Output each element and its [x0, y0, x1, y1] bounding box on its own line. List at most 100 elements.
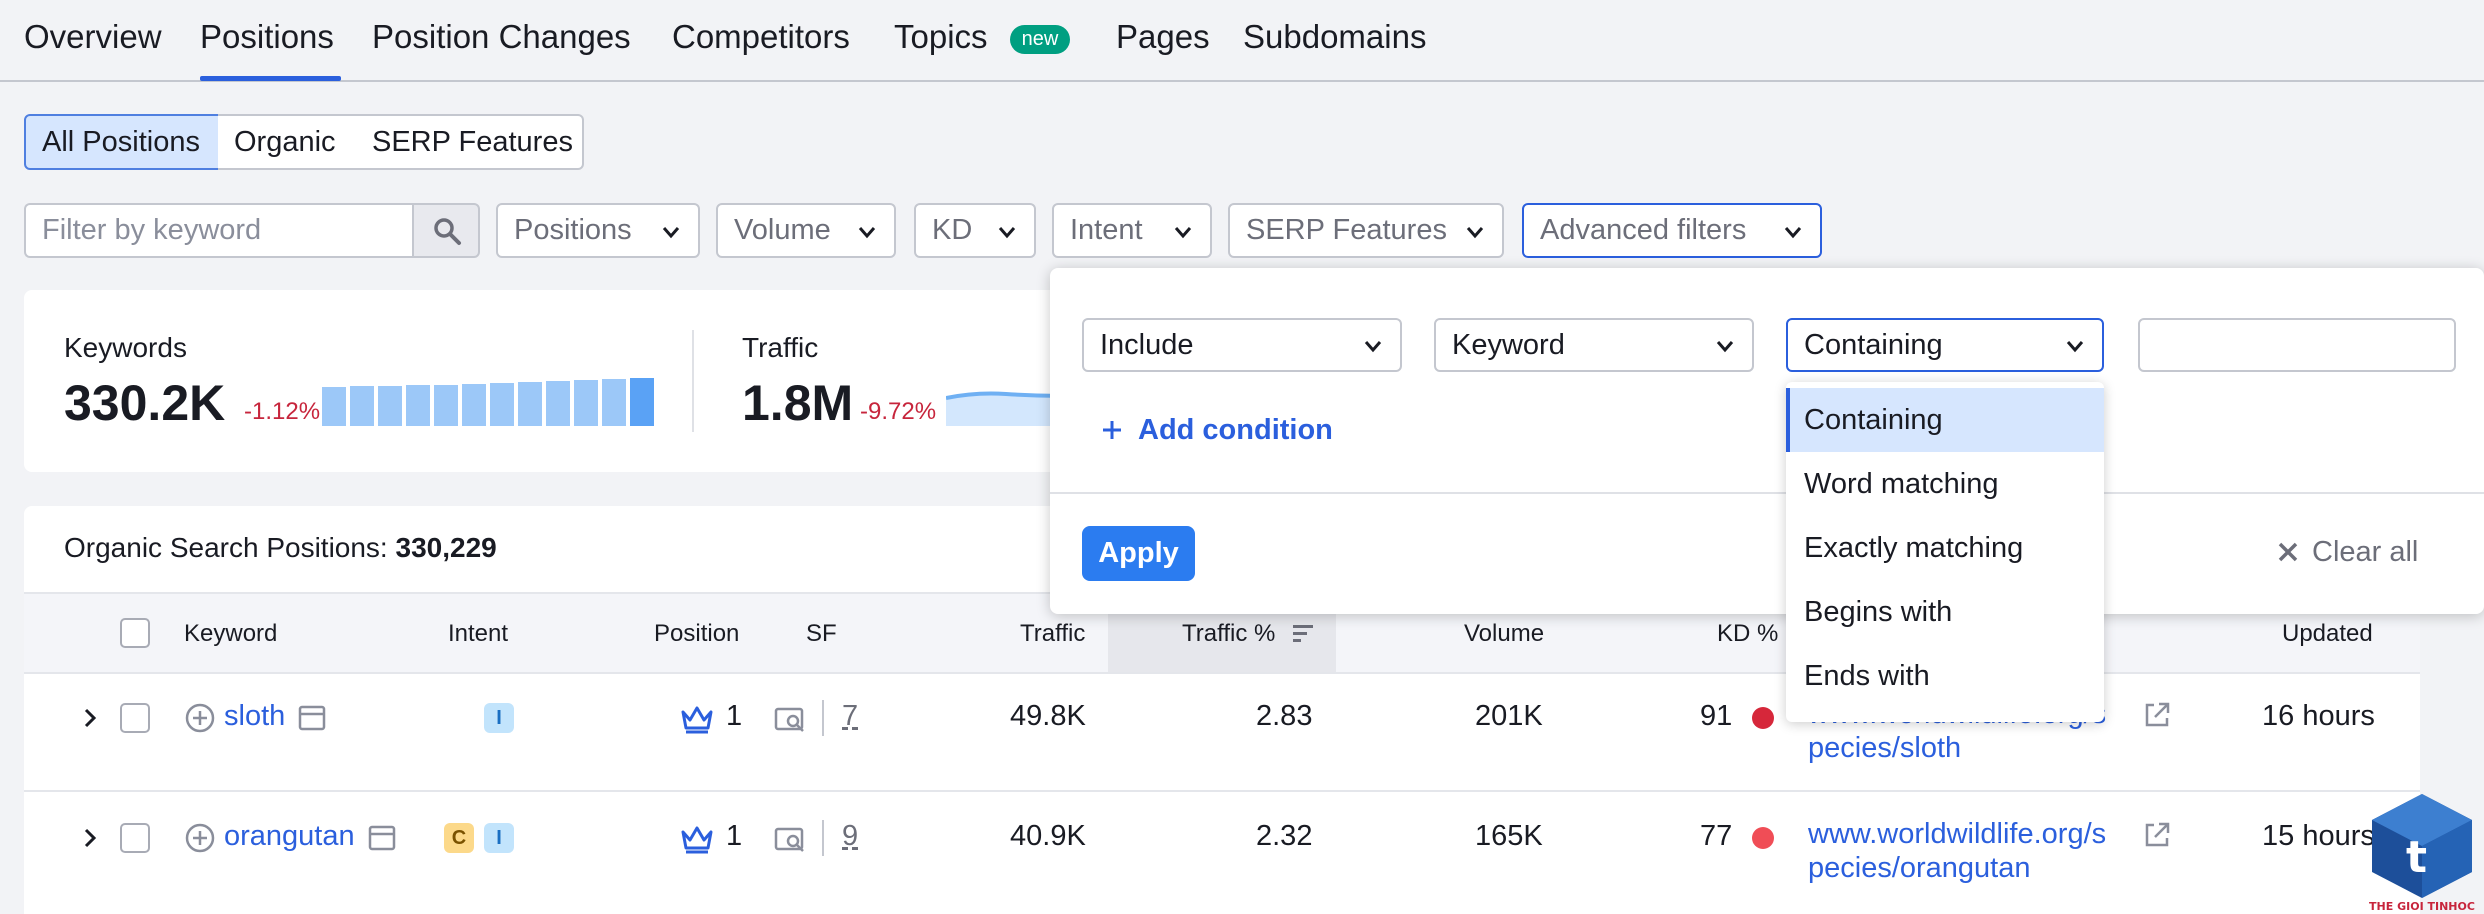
table-title-label: Organic Search Positions:	[64, 532, 388, 563]
keywords-trend-chart	[322, 378, 654, 426]
tab-subdomains[interactable]: Subdomains	[1243, 18, 1427, 55]
chevron-down-icon	[998, 227, 1016, 239]
watermark-logo: t THE GIOI TINHOC	[2360, 790, 2484, 914]
volume-dropdown[interactable]: Volume	[716, 203, 896, 258]
new-badge: new	[1010, 25, 1070, 54]
include-select[interactable]: Include	[1082, 318, 1402, 372]
traffic-value: 40.9K	[1010, 820, 1086, 852]
keywords-trend-bar	[518, 382, 542, 426]
intent-dropdown[interactable]: Intent	[1052, 203, 1212, 258]
keywords-trend-bar	[490, 383, 514, 426]
option-exactly-matching[interactable]: Exactly matching	[1804, 532, 2024, 564]
add-condition-button[interactable]: Add condition	[1100, 414, 1333, 447]
add-keyword-icon[interactable]	[184, 702, 216, 734]
keywords-trend-bar	[322, 387, 346, 426]
keywords-value: 330.2K	[64, 375, 226, 431]
row-checkbox[interactable]	[120, 823, 150, 853]
option-word-matching[interactable]: Word matching	[1804, 468, 1999, 500]
chevron-down-icon	[1174, 227, 1192, 239]
kd-value: 91	[1700, 700, 1733, 732]
sf-count[interactable]: 9	[842, 820, 859, 852]
segment-organic[interactable]: Organic	[218, 114, 358, 170]
search-button[interactable]	[412, 203, 480, 258]
volume-value: 201K	[1475, 700, 1543, 732]
svg-text:t: t	[2406, 832, 2427, 883]
kd-dropdown[interactable]: KD	[914, 203, 1036, 258]
positions-dropdown-label: Positions	[514, 214, 632, 246]
header-traffic-percent[interactable]: Traffic %	[1182, 620, 1276, 647]
segment-serp-features[interactable]: SERP Features	[356, 114, 584, 170]
condition-value-input[interactable]	[2138, 318, 2456, 372]
url-link[interactable]: www.worldwildlife.org/s	[1808, 818, 2107, 850]
apply-button[interactable]: Apply	[1082, 526, 1195, 581]
top-navigation: Overview Positions Position Changes Comp…	[0, 0, 2484, 82]
sf-count[interactable]: 7	[842, 700, 859, 732]
intent-badge: I	[484, 703, 514, 733]
field-select[interactable]: Keyword	[1434, 318, 1754, 372]
external-link-icon[interactable]	[2142, 700, 2172, 730]
active-tab-indicator	[200, 76, 341, 81]
header-sf[interactable]: SF	[806, 620, 837, 647]
position-value: 1	[726, 820, 743, 852]
close-icon	[2278, 542, 2298, 562]
divider	[692, 330, 694, 432]
url-link-continued[interactable]: pecies/sloth	[1808, 732, 1962, 764]
divider	[822, 700, 824, 736]
keyword-filter-input[interactable]: Filter by keyword	[24, 203, 414, 258]
sort-icon[interactable]	[1292, 622, 1314, 644]
advanced-filters-dropdown[interactable]: Advanced filters	[1522, 203, 1822, 258]
divider	[822, 820, 824, 856]
serp-snapshot-icon[interactable]	[368, 824, 396, 852]
header-traffic[interactable]: Traffic	[1020, 620, 1086, 647]
header-kd[interactable]: KD %	[1717, 620, 1779, 647]
keyword-link[interactable]: orangutan	[224, 820, 355, 852]
summary-card: Keywords 330.2K -1.12% Traffic 1.8M -9.7…	[24, 290, 1086, 472]
search-icon	[434, 218, 461, 245]
tab-positions[interactable]: Positions	[200, 18, 334, 55]
option-begins-with[interactable]: Begins with	[1804, 596, 1953, 628]
tab-topics[interactable]: Topics	[894, 18, 988, 55]
keywords-trend-bar	[434, 385, 458, 426]
segment-all-positions[interactable]: All Positions	[24, 114, 220, 170]
row-checkbox[interactable]	[120, 703, 150, 733]
serp-snapshot-icon[interactable]	[298, 704, 326, 732]
keywords-label: Keywords	[64, 332, 187, 363]
kd-difficulty-dot	[1752, 707, 1774, 729]
select-all-checkbox[interactable]	[120, 618, 150, 648]
header-volume[interactable]: Volume	[1464, 620, 1545, 647]
operator-select[interactable]: Containing	[1786, 318, 2104, 372]
header-position[interactable]: Position	[654, 620, 740, 647]
external-link-icon[interactable]	[2142, 820, 2172, 850]
tab-position-changes[interactable]: Position Changes	[372, 18, 631, 55]
traffic-value: 49.8K	[1010, 700, 1086, 732]
tab-overview[interactable]: Overview	[24, 18, 162, 55]
advanced-filters-label: Advanced filters	[1540, 214, 1747, 246]
clear-all-button[interactable]: Clear all	[2276, 536, 2418, 569]
url-link-continued[interactable]: pecies/orangutan	[1808, 852, 2031, 884]
traffic-label: Traffic	[742, 332, 819, 363]
keywords-trend-bar	[574, 380, 598, 426]
positions-dropdown[interactable]: Positions	[496, 203, 700, 258]
header-intent[interactable]: Intent	[448, 620, 509, 647]
table-title: Organic Search Positions: 330,229	[64, 532, 497, 564]
option-containing[interactable]: Containing	[1786, 388, 2104, 452]
add-keyword-icon[interactable]	[184, 822, 216, 854]
popover-divider	[1050, 492, 2484, 494]
keyword-link[interactable]: sloth	[224, 700, 286, 732]
expand-row-icon[interactable]	[80, 826, 100, 850]
keywords-trend-bar	[350, 386, 374, 426]
option-ends-with[interactable]: Ends with	[1804, 660, 1930, 692]
header-updated[interactable]: Updated	[2282, 620, 2373, 647]
tab-pages[interactable]: Pages	[1116, 18, 1210, 55]
crown-icon	[681, 826, 713, 854]
clear-all-label: Clear all	[2312, 536, 2419, 568]
header-keyword[interactable]: Keyword	[184, 620, 278, 647]
chevron-down-icon	[1716, 341, 1734, 353]
expand-row-icon[interactable]	[80, 706, 100, 730]
keywords-trend-bar	[378, 386, 402, 426]
serp-features-dropdown-label: SERP Features	[1246, 214, 1447, 246]
chevron-down-icon	[1466, 227, 1484, 239]
tab-competitors[interactable]: Competitors	[672, 18, 850, 55]
serp-features-dropdown[interactable]: SERP Features	[1228, 203, 1504, 258]
kd-value: 77	[1700, 820, 1733, 852]
